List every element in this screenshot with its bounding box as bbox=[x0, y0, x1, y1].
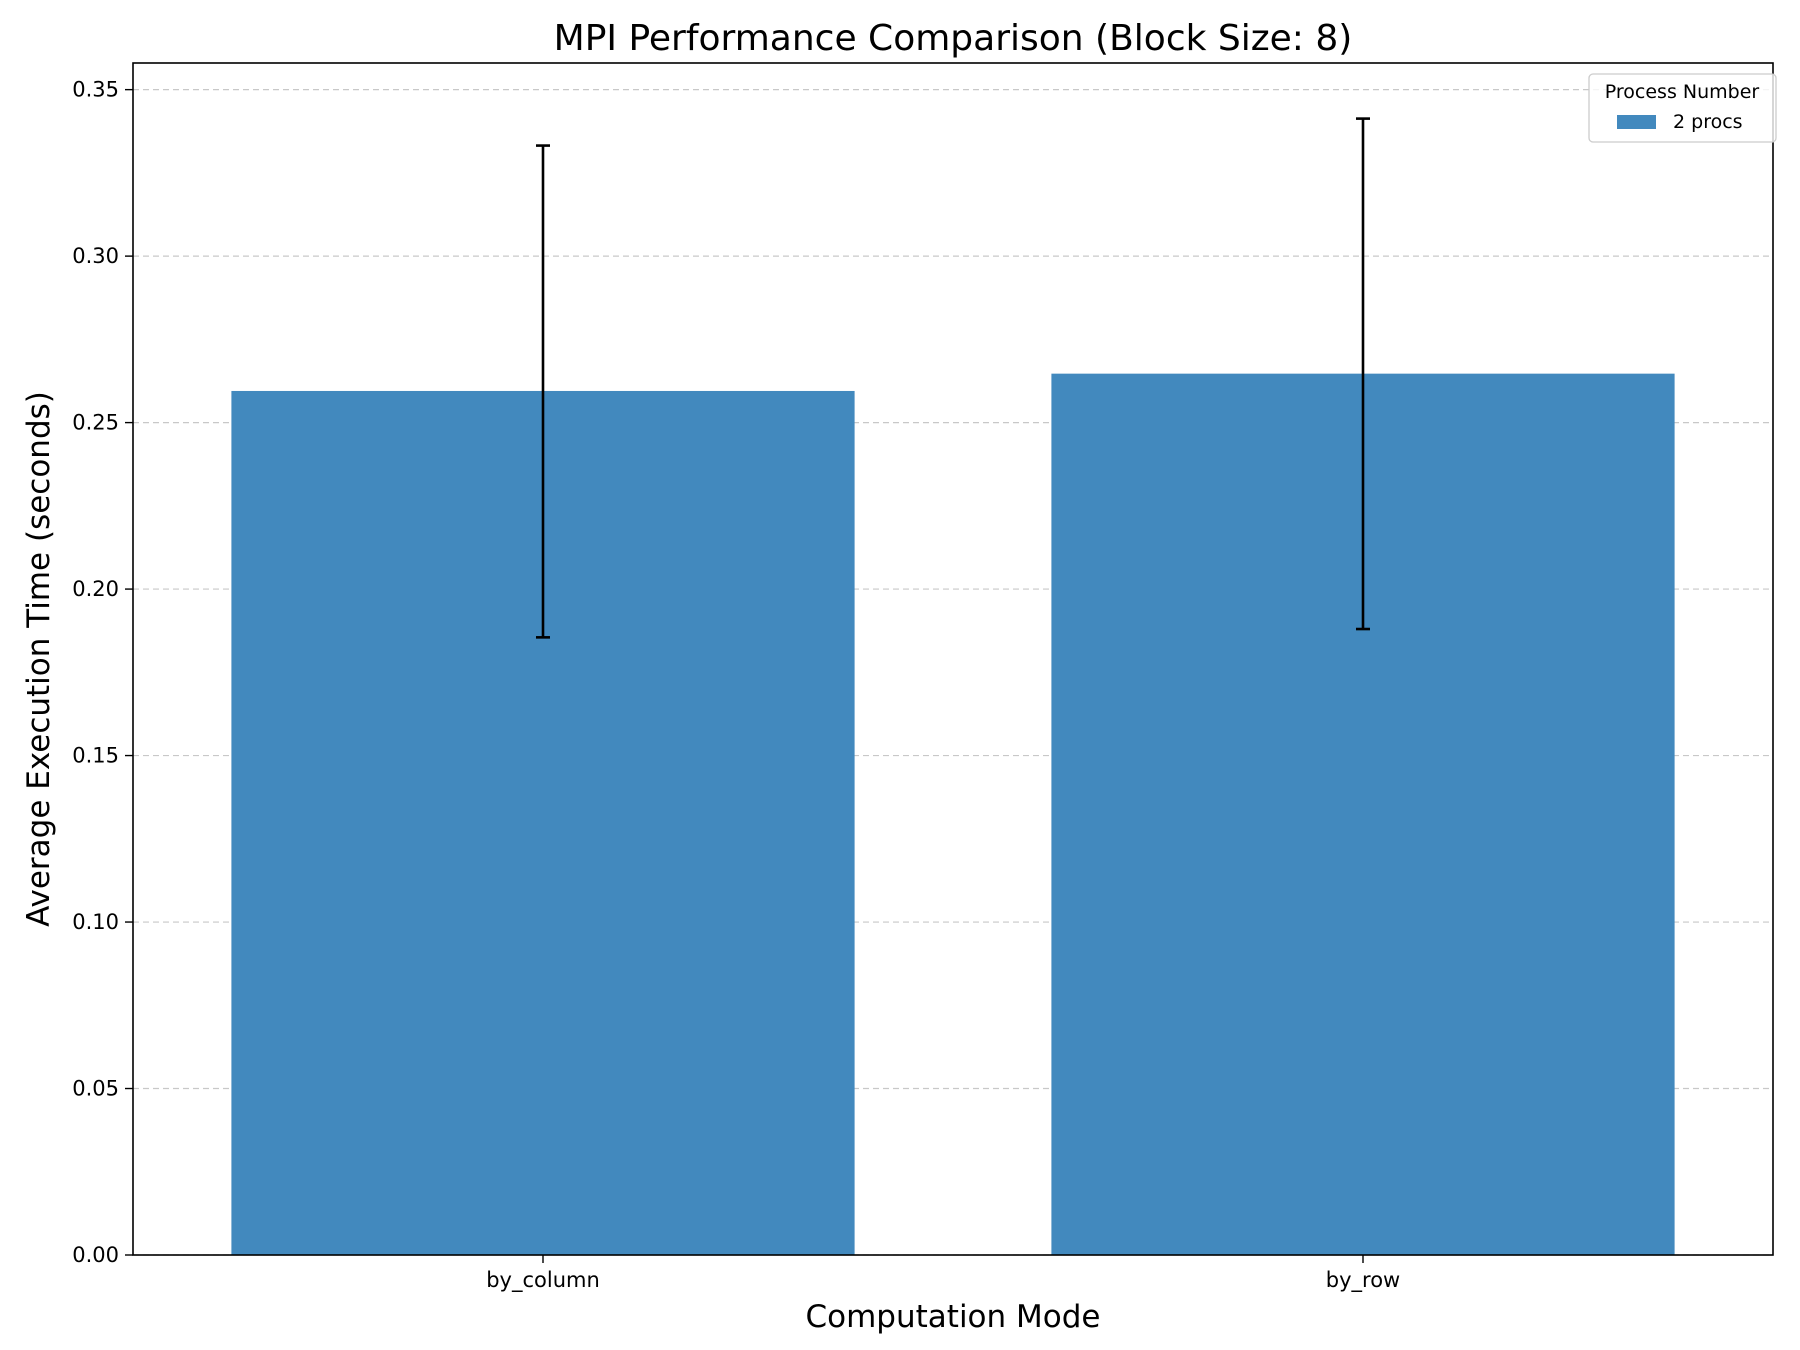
y-tick-label: 0.05 bbox=[72, 1077, 119, 1101]
x-tick-label: by_column bbox=[486, 1268, 600, 1293]
x-axis-label: Computation Mode bbox=[806, 1299, 1101, 1335]
legend: Process Number 2 procs bbox=[1588, 73, 1777, 143]
y-axis-label: Average Execution Time (seconds) bbox=[21, 391, 57, 927]
x-axis: by_column by_row bbox=[486, 1255, 1400, 1293]
y-tick-label: 0.15 bbox=[72, 744, 119, 768]
legend-title: Process Number bbox=[1605, 81, 1760, 103]
y-axis: 0.00 0.05 0.10 0.15 0.20 0.25 0.30 0.35 bbox=[72, 78, 133, 1267]
chart-title: MPI Performance Comparison (Block Size: … bbox=[554, 18, 1353, 59]
legend-entry-label: 2 procs bbox=[1673, 111, 1743, 133]
plot-frame bbox=[132, 62, 1774, 1256]
y-tick-label: 0.00 bbox=[72, 1243, 119, 1267]
y-tick-label: 0.10 bbox=[72, 910, 119, 934]
y-tick-label: 0.20 bbox=[72, 577, 119, 601]
x-tick-label: by_row bbox=[1326, 1268, 1400, 1293]
error-bars bbox=[536, 117, 1370, 639]
y-tick-label: 0.35 bbox=[72, 78, 119, 102]
y-tick-label: 0.30 bbox=[72, 244, 119, 268]
bars bbox=[231, 373, 1675, 1255]
legend-swatch bbox=[1617, 115, 1656, 129]
y-tick-label: 0.25 bbox=[72, 411, 119, 435]
